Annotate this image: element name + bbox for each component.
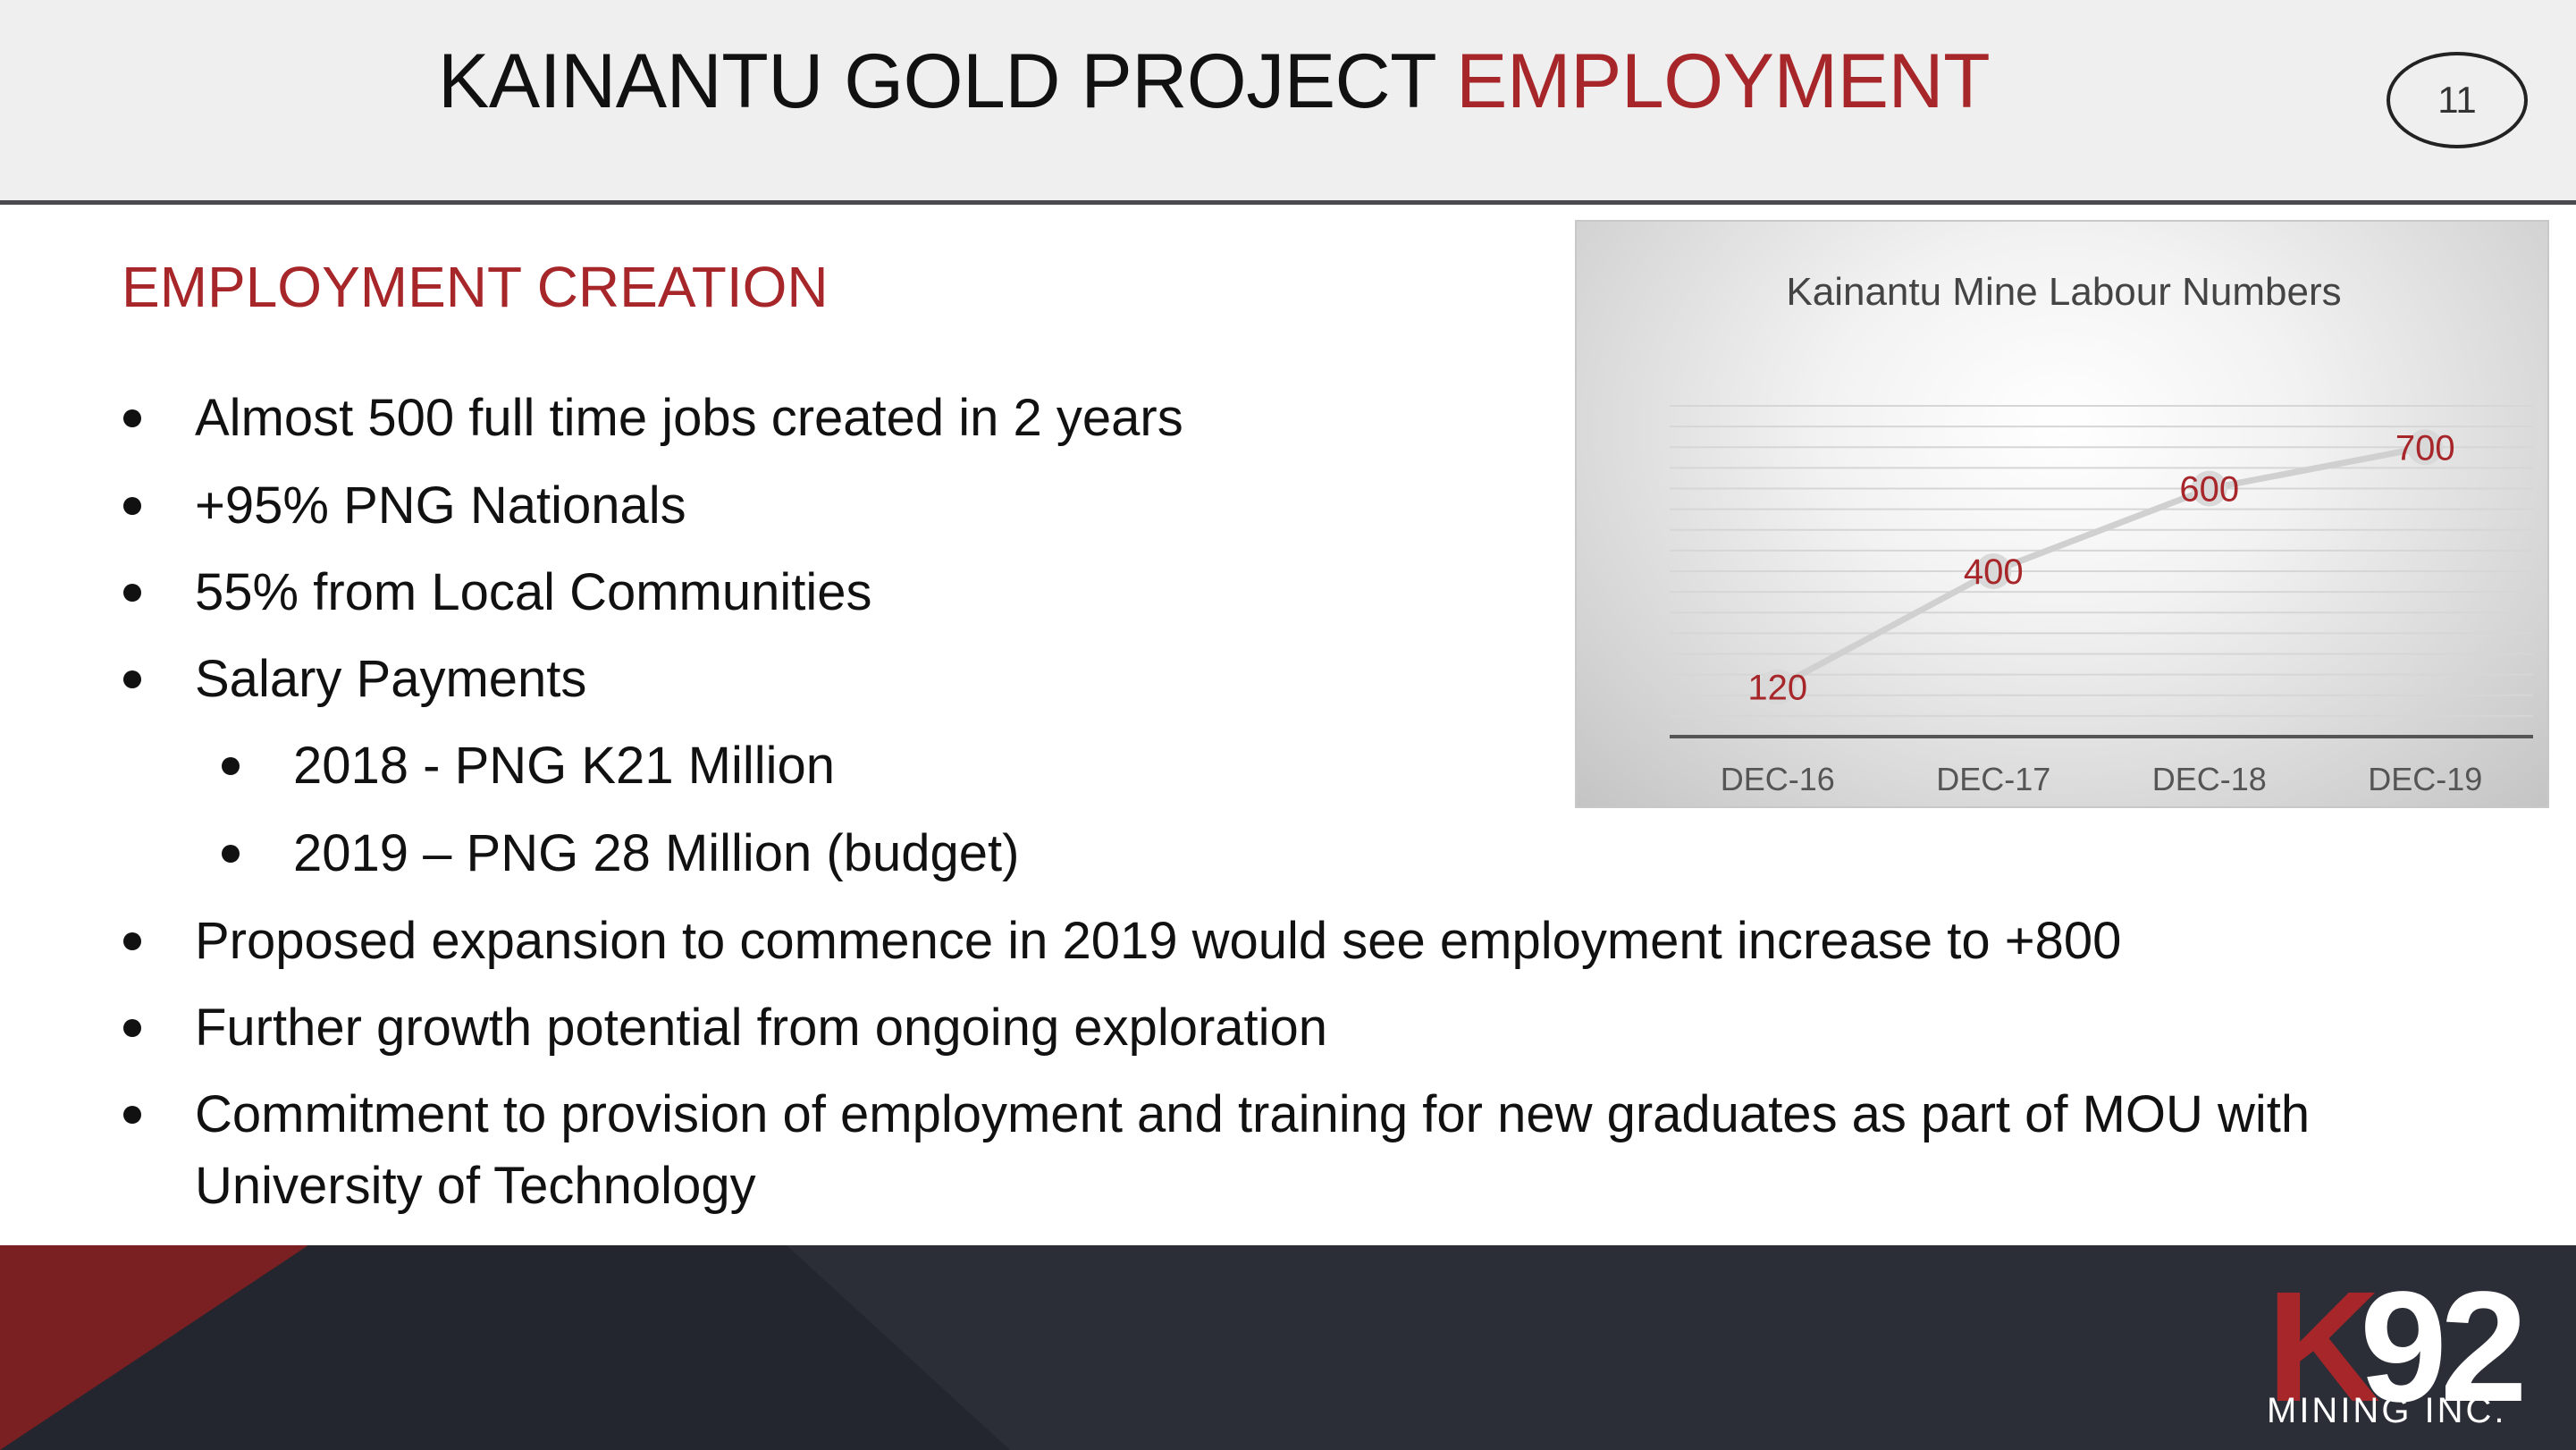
bullet-dot-icon — [123, 497, 141, 515]
slide-header: KAINANTU GOLD PROJECT EMPLOYMENT 11 — [0, 0, 2576, 205]
data-label: 400 — [1964, 552, 2024, 592]
bullet-text: 55% from Local Communities — [195, 563, 872, 621]
bullet-item: 55% from Local Communities — [123, 557, 872, 628]
data-point — [1975, 553, 2012, 589]
data-label: 600 — [2179, 470, 2239, 510]
bullet-item: Almost 500 full time jobs created in 2 y… — [123, 383, 1183, 454]
title-main: KAINANTU GOLD PROJECT — [438, 38, 1457, 124]
sub-bullet-item: 2019 – PNG 28 Million (budget) — [222, 818, 1020, 889]
bullet-text: 2019 – PNG 28 Million (budget) — [293, 824, 1020, 882]
logo-k: K — [2267, 1260, 2380, 1435]
bullet-text: Proposed expansion to commence in 2019 w… — [195, 912, 2122, 970]
bullet-item: Proposed expansion to commence in 2019 w… — [123, 906, 2122, 977]
footer-decoration — [0, 1245, 1010, 1450]
bullet-item: Commitment to provision of employment an… — [123, 1079, 2311, 1151]
bullet-text: Further growth potential from ongoing ex… — [195, 999, 1328, 1057]
bullet-item: +95% PNG Nationals — [123, 470, 686, 542]
slide-title: KAINANTU GOLD PROJECT EMPLOYMENT — [438, 38, 1991, 126]
bullet-dot-icon — [123, 1106, 141, 1124]
data-label: 700 — [2395, 428, 2455, 468]
bullet-text: University of Technology — [195, 1157, 756, 1215]
data-point — [1759, 669, 1796, 705]
page-number: 11 — [2437, 79, 2477, 121]
logo-number: 92 — [2360, 1260, 2528, 1435]
bullet-dot-icon — [222, 757, 240, 775]
x-tick-label: DEC-18 — [2152, 761, 2267, 797]
chart-svg: Kainantu Mine Labour Numbers DEC-16 DEC-17… — [1670, 270, 2533, 797]
bullet-item: Salary Payments — [123, 644, 587, 715]
data-point — [2191, 470, 2227, 507]
bullet-continuation: University of Technology — [195, 1151, 756, 1222]
bullet-dot-icon — [123, 1019, 141, 1037]
logo-subtitle: MINING INC. — [2267, 1391, 2507, 1430]
bullet-dot-icon — [123, 670, 141, 688]
bullet-item: Further growth potential from ongoing ex… — [123, 992, 1328, 1064]
data-point — [2407, 429, 2444, 466]
x-tick-label: DEC-17 — [1936, 761, 2050, 797]
series-line — [1774, 443, 2429, 690]
bullet-text: Salary Payments — [195, 650, 587, 708]
x-tick-label: DEC-19 — [2368, 761, 2482, 797]
section-heading: EMPLOYMENT CREATION — [122, 255, 829, 319]
bullet-text: Almost 500 full time jobs created in 2 y… — [195, 389, 1183, 447]
slide-footer — [0, 1245, 2576, 1450]
bullet-text: Commitment to provision of employment an… — [195, 1085, 2311, 1143]
labour-chart: Kainantu Mine Labour Numbers DEC-16 DEC-17… — [1575, 220, 2549, 808]
bullet-dot-icon — [222, 845, 240, 863]
bullet-dot-icon — [123, 584, 141, 602]
page-number-badge: 11 — [2387, 52, 2528, 148]
title-accent: EMPLOYMENT — [1456, 38, 1991, 124]
x-tick-label: DEC-16 — [1721, 761, 1835, 797]
bullet-text: +95% PNG Nationals — [195, 476, 686, 535]
footer-red-triangle — [0, 1245, 308, 1450]
bullet-dot-icon — [123, 409, 141, 427]
footer-dark-shape — [0, 1245, 1010, 1450]
bullet-text: 2018 - PNG K21 Million — [293, 737, 836, 795]
data-label: 120 — [1747, 669, 1807, 708]
k92-logo: K 92 MINING INC. — [2267, 1269, 2528, 1441]
sub-bullet-item: 2018 - PNG K21 Million — [222, 730, 836, 802]
chart-title: Kainantu Mine Labour Numbers — [1786, 270, 2341, 314]
bullet-dot-icon — [123, 932, 141, 950]
